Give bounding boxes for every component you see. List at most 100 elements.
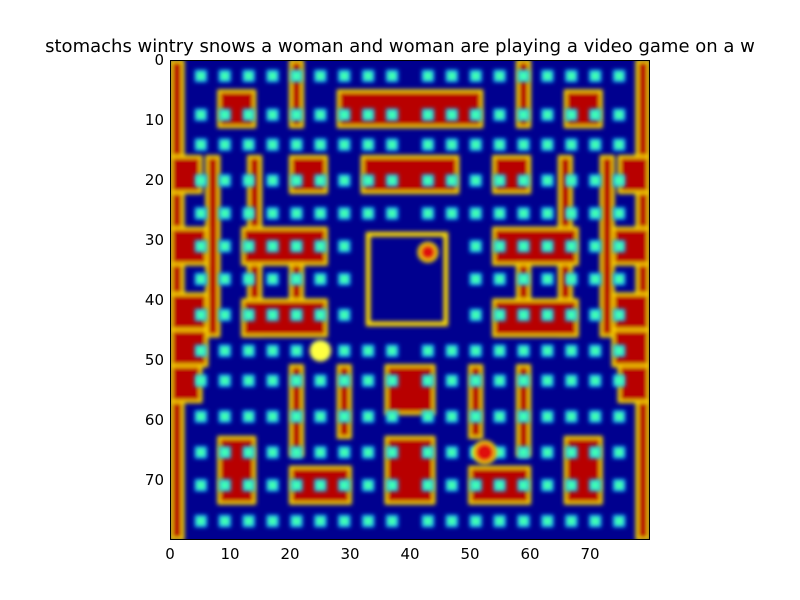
pellet xyxy=(194,272,208,286)
pellet xyxy=(314,108,327,122)
pellet xyxy=(612,344,626,358)
pellet xyxy=(338,446,351,459)
maze-wall xyxy=(360,155,460,194)
pellet xyxy=(588,514,602,528)
pellet xyxy=(517,69,530,83)
pellet xyxy=(445,69,459,83)
pellet xyxy=(218,108,232,122)
pellet xyxy=(338,138,351,151)
pellet xyxy=(469,108,482,122)
pellet xyxy=(517,174,530,187)
pellet xyxy=(385,374,399,387)
pellet xyxy=(493,374,506,387)
pellet xyxy=(541,446,554,459)
pellet xyxy=(541,138,554,151)
pellet xyxy=(218,308,232,322)
maze-wall xyxy=(468,364,484,439)
pellet xyxy=(517,446,530,459)
pellet xyxy=(266,69,279,83)
pellet xyxy=(445,478,459,492)
pellet xyxy=(493,69,506,83)
pellet xyxy=(242,410,255,423)
pellet xyxy=(242,138,255,151)
pellet xyxy=(266,174,279,187)
pellet xyxy=(493,410,506,423)
pellet xyxy=(517,344,530,358)
pellet xyxy=(421,478,435,492)
pellet xyxy=(493,174,506,187)
pellet xyxy=(612,374,626,387)
pellet xyxy=(242,344,255,358)
pellet xyxy=(588,446,602,459)
pellet xyxy=(290,272,303,286)
pellet xyxy=(314,410,327,423)
pellet xyxy=(612,446,626,459)
pellet xyxy=(421,374,435,387)
pellet xyxy=(445,108,459,122)
pellet xyxy=(469,478,482,492)
pellet xyxy=(338,108,351,122)
pellet xyxy=(361,514,375,528)
pellet xyxy=(290,410,303,423)
pellet xyxy=(588,108,602,122)
pellet xyxy=(266,410,279,423)
pellet xyxy=(290,69,303,83)
pellet xyxy=(361,207,375,220)
pellet xyxy=(314,69,327,83)
pellet xyxy=(194,239,208,253)
x-tick-label: 70 xyxy=(580,545,600,563)
pellet xyxy=(445,514,459,528)
pellet xyxy=(445,207,459,220)
pellet xyxy=(266,374,279,387)
pellet xyxy=(361,478,375,492)
pellet xyxy=(588,374,602,387)
pellet xyxy=(194,478,208,492)
pellet xyxy=(218,410,232,423)
maze-wall xyxy=(599,155,615,338)
pellet xyxy=(242,108,255,122)
pellet xyxy=(218,69,232,83)
pellet xyxy=(565,478,578,492)
pellet xyxy=(266,138,279,151)
pellet xyxy=(194,344,208,358)
pellet xyxy=(493,308,506,322)
pellet xyxy=(565,138,578,151)
pellet xyxy=(588,410,602,423)
pellet xyxy=(588,478,602,492)
pellet xyxy=(421,207,435,220)
pellet xyxy=(541,239,554,253)
pellet xyxy=(493,514,506,528)
game-board-svg xyxy=(171,61,649,539)
pellet xyxy=(493,344,506,358)
pellet xyxy=(218,478,232,492)
pellet xyxy=(469,272,482,286)
pellet xyxy=(338,410,351,423)
pellet xyxy=(517,374,530,387)
pellet xyxy=(421,410,435,423)
pellet xyxy=(242,174,255,187)
pellet xyxy=(338,239,351,253)
pellet xyxy=(469,69,482,83)
pellet xyxy=(445,174,459,187)
pellet xyxy=(194,108,208,122)
pellet xyxy=(517,138,530,151)
x-tick-label: 50 xyxy=(460,545,480,563)
pellet xyxy=(266,239,279,253)
pellet xyxy=(242,239,255,253)
pellet xyxy=(469,374,482,387)
pellet xyxy=(541,174,554,187)
pellet xyxy=(218,374,232,387)
pellet xyxy=(218,239,232,253)
pellet xyxy=(338,344,351,358)
pellet xyxy=(218,174,232,187)
pellet xyxy=(421,514,435,528)
pellet xyxy=(612,308,626,322)
pellet xyxy=(421,344,435,358)
x-tick-label: 0 xyxy=(165,545,175,563)
pellet xyxy=(517,108,530,122)
pellet xyxy=(493,478,506,492)
pellet xyxy=(266,207,279,220)
pellet xyxy=(565,174,578,187)
pellet xyxy=(612,207,626,220)
pellet xyxy=(338,308,351,322)
